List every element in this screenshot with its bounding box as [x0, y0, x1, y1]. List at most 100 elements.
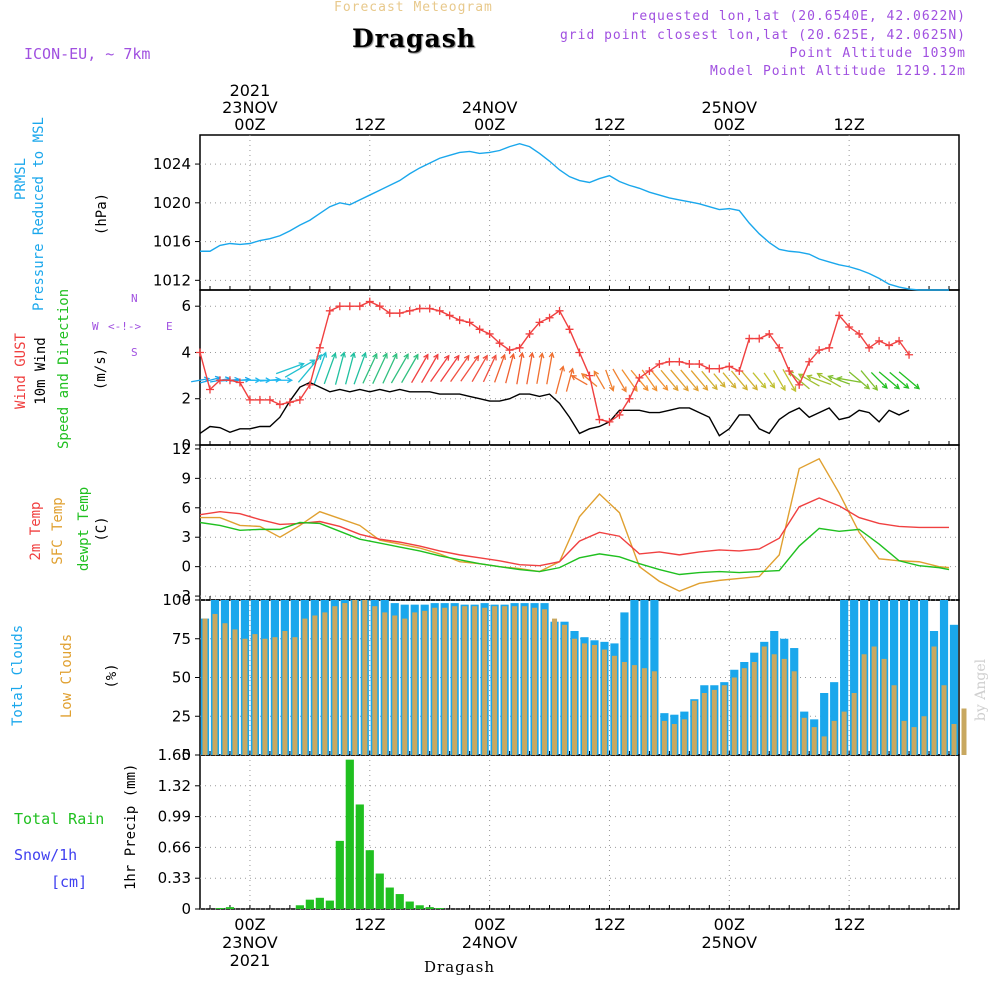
- snow-label: Snow/1h: [14, 846, 78, 864]
- wind-arrow: [807, 375, 832, 386]
- wind-arrow-head: [509, 352, 516, 360]
- low-cloud-bar: [931, 646, 937, 755]
- wind-arrow: [848, 371, 870, 390]
- gust-marker: [585, 371, 594, 380]
- ytick-label-clouds: 75: [172, 630, 191, 648]
- rain-bar: [385, 887, 394, 909]
- low-cloud-bar: [821, 736, 827, 755]
- low-cloud-bar: [202, 618, 208, 755]
- low-cloud-bar: [911, 727, 917, 755]
- low-cloud-bar: [601, 649, 607, 755]
- wind-arrow-head: [413, 353, 419, 360]
- top-time-label: 00Z: [714, 115, 745, 134]
- bottom-time-label: 00Z: [714, 915, 745, 934]
- low-cloud-bar: [801, 717, 807, 755]
- ytick-label-temp: 3: [181, 528, 191, 546]
- wind-arrow-head: [548, 351, 555, 359]
- gust-marker: [735, 366, 744, 375]
- ytick-label-temp: 9: [181, 469, 191, 487]
- low-cloud-bar: [522, 606, 528, 755]
- wind-arrow-head: [609, 385, 615, 392]
- wind-arrow-head: [482, 354, 488, 361]
- low-cloud-bar: [721, 685, 727, 755]
- gust-marker: [795, 380, 804, 389]
- wind-arrow: [421, 354, 439, 384]
- low-cloud-bar: [841, 711, 847, 755]
- wind-arrow-head: [693, 385, 699, 392]
- wind-arrow: [334, 352, 345, 385]
- low-cloud-bar: [562, 624, 568, 755]
- footer-station: Dragash: [424, 958, 496, 976]
- wind-arrow: [605, 369, 614, 391]
- wind-arrow: [450, 355, 470, 382]
- wind-arrow: [581, 373, 598, 388]
- wind-arrow-head: [827, 374, 834, 381]
- wind-arrow: [362, 353, 378, 384]
- pressure-line: [200, 142, 950, 291]
- bottom-time-label: 12Z: [594, 915, 625, 934]
- total-cloud-bar: [949, 624, 959, 755]
- gust-marker: [196, 348, 204, 357]
- total-cloud-bar: [939, 600, 949, 755]
- gust-marker: [265, 395, 274, 404]
- wind-arrow: [284, 359, 315, 378]
- wind-arrow: [401, 354, 419, 384]
- wind-arrow-head: [491, 354, 497, 361]
- gust-marker: [325, 306, 334, 315]
- wind-arrow-head: [350, 351, 356, 359]
- wind-arrow: [680, 369, 699, 391]
- ytick-label-pressure: 1020: [153, 194, 191, 212]
- wind-arrow: [898, 371, 920, 390]
- wind-arrow-head: [559, 365, 566, 372]
- low-cloud-bar: [711, 689, 717, 755]
- gust-marker: [465, 318, 474, 327]
- ytick-label-temp: 0: [181, 558, 191, 576]
- rain-bar: [325, 900, 334, 909]
- wind-arrow: [763, 372, 775, 388]
- low-cloud-bar: [572, 638, 578, 755]
- low-cloud-bar: [382, 612, 388, 755]
- gust-marker: [725, 362, 734, 371]
- wind-arrow-head: [702, 384, 709, 391]
- low-cloud-bar: [552, 618, 558, 755]
- wind-arrow: [460, 355, 480, 382]
- wind-arrow-head: [769, 382, 776, 389]
- gust-marker: [755, 334, 764, 343]
- gust-marker: [425, 304, 434, 313]
- gust-line: [199, 300, 910, 423]
- low-cloud-bar: [482, 607, 488, 755]
- panel-frame-precip: [199, 754, 960, 910]
- wind-arrow: [641, 369, 658, 391]
- gust-marker: [385, 309, 394, 318]
- wind-arrow-head: [872, 384, 879, 391]
- gust-marker: [775, 343, 784, 352]
- wind-arrow-head: [382, 352, 388, 359]
- wind-arrow: [471, 355, 488, 382]
- wind-arrow: [870, 371, 888, 389]
- wind-arrow: [275, 363, 304, 375]
- wind-arrow: [670, 369, 689, 391]
- gust-marker: [655, 360, 664, 369]
- wind-arrow: [878, 371, 900, 390]
- top-time-label: 23NOV: [222, 98, 278, 117]
- wind-arrow: [411, 354, 429, 384]
- wind-arrow: [860, 370, 878, 391]
- low-cloud-bar: [292, 637, 298, 755]
- low-cloud-bar: [941, 685, 947, 755]
- wind-arrow-head: [683, 385, 689, 392]
- wind-arrow: [536, 353, 543, 384]
- total-cloud-bar: [889, 600, 899, 755]
- top-time-label: 00Z: [474, 115, 505, 134]
- low-cloud-bar: [651, 671, 657, 755]
- ytick-label-precip: 0.33: [158, 869, 191, 887]
- bottom-time-label: 00Z: [234, 915, 265, 934]
- wind-arrow-head: [712, 384, 718, 391]
- wind-arrow-head: [730, 382, 737, 389]
- ytick-label-wind: 6: [181, 297, 191, 315]
- rain-bar: [395, 894, 404, 909]
- wind-arrow-head: [528, 351, 535, 359]
- gust-marker: [555, 306, 564, 315]
- wind-arrow: [565, 368, 574, 392]
- rain-bar: [355, 804, 364, 909]
